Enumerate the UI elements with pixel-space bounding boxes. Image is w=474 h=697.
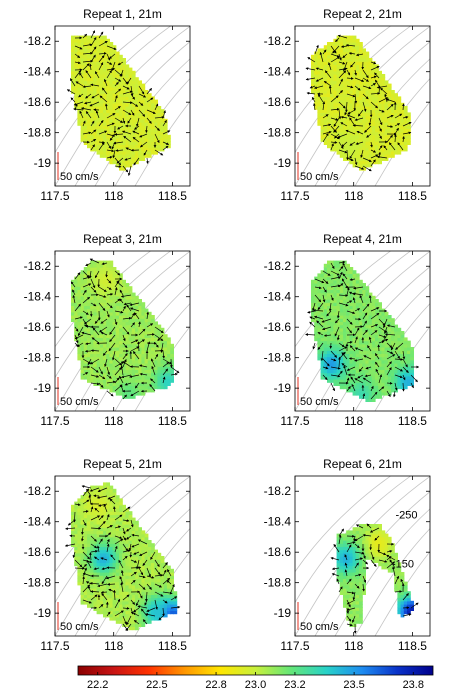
velocity-arrow <box>306 334 315 335</box>
x-tick-label: 118.5 <box>158 414 187 428</box>
temperature-cell <box>356 273 360 277</box>
temperature-cell <box>397 96 401 100</box>
y-tick-label: -18.6 <box>264 320 292 334</box>
x-tick-label: 117.5 <box>40 414 69 428</box>
x-tick-label: 118 <box>104 189 123 203</box>
temperature-cell <box>167 135 171 139</box>
temperature-cell <box>161 109 165 113</box>
y-tick-label: -19 <box>274 381 292 395</box>
panel-title: Repeat 3, 21m <box>83 232 162 246</box>
y-tick-label: -18.8 <box>264 351 292 365</box>
panel-title: Repeat 4, 21m <box>323 232 402 246</box>
temperature-cell <box>378 302 382 306</box>
x-tick-label: 118 <box>104 414 123 428</box>
temperature-cell <box>365 286 369 290</box>
y-tick-label: -18.6 <box>24 320 52 334</box>
panel-title: Repeat 2, 21m <box>323 7 402 21</box>
temperature-cell <box>113 489 117 493</box>
y-tick-label: -18.6 <box>24 95 52 109</box>
temperature-cell <box>154 100 158 104</box>
x-tick-label: 117.5 <box>280 414 309 428</box>
panel-3: 50 cm/s Repeat 3, 21m 117.5 118 118.5 -18.2 -1… <box>15 232 285 428</box>
scale-label: 50 cm/s <box>60 396 99 408</box>
scale-label: 50 cm/s <box>300 171 339 183</box>
temperature-cell <box>129 286 133 290</box>
temperature-cell <box>167 337 171 341</box>
temperature-cell <box>170 344 174 348</box>
temperature-cell <box>132 71 136 75</box>
y-tick-label: -18.8 <box>24 351 52 365</box>
temperature-cell <box>407 112 411 116</box>
scale-label: 50 cm/s <box>60 171 99 183</box>
panel-2: 50 cm/s Repeat 2, 21m 117.5 118 118.5 -18.2 -1… <box>255 7 474 203</box>
y-tick-label: -18.4 <box>264 65 292 79</box>
velocity-arrow <box>171 359 172 367</box>
y-tick-label: -18.4 <box>264 290 292 304</box>
x-tick-label: 118 <box>344 414 363 428</box>
y-tick-label: -19 <box>34 156 52 170</box>
y-tick-label: -18.2 <box>24 259 52 273</box>
temperature-cell <box>141 84 145 88</box>
temperature-cell <box>391 318 395 322</box>
y-tick-label: -18.2 <box>24 34 52 48</box>
y-tick-label: -18.4 <box>24 290 52 304</box>
temperature-cell <box>109 261 113 265</box>
velocity-arrow <box>379 345 380 351</box>
temperature-cell <box>365 52 369 56</box>
temperature-cell <box>151 315 155 319</box>
temperature-cell <box>122 58 126 62</box>
y-tick-label: -18.6 <box>264 95 292 109</box>
y-tick-label: -18.2 <box>264 34 292 48</box>
x-tick-label: 118.5 <box>158 189 187 203</box>
temperature-cell <box>119 273 123 277</box>
velocity-arrow <box>147 158 148 163</box>
temperature-cell <box>404 106 408 110</box>
scale-label: 50 cm/s <box>300 396 339 408</box>
y-tick-label: -18.8 <box>264 126 292 140</box>
x-tick-label: 118.5 <box>398 414 427 428</box>
temperature-cell <box>388 84 392 88</box>
x-tick-label: 117.5 <box>280 189 309 203</box>
panel-title: Repeat 1, 21m <box>83 7 162 21</box>
panel-1: 50 cm/s Repeat 1, 21m 117.5 118 118.5 -18.2 -1… <box>15 7 285 203</box>
temperature-cell <box>381 74 385 78</box>
x-tick-label: 118.5 <box>398 189 427 203</box>
y-tick-label: -19 <box>274 156 292 170</box>
temperature-cell <box>410 347 414 351</box>
temperature-cell <box>359 42 363 46</box>
y-tick-label: -19 <box>34 381 52 395</box>
x-tick-label: 117.5 <box>40 189 69 203</box>
velocity-arrow <box>355 327 363 328</box>
panel-4: 50 cm/s Repeat 4, 21m 117.5 118 118.5 -18.2 -1… <box>255 232 474 428</box>
temperature-cell <box>401 331 405 335</box>
y-tick-label: -18.8 <box>24 126 52 140</box>
y-tick-label: -18.2 <box>264 259 292 273</box>
x-tick-label: 118 <box>344 189 363 203</box>
temperature-cell <box>407 341 411 345</box>
temperature-cell <box>141 302 145 306</box>
velocity-arrow <box>129 166 131 176</box>
velocity-arrow <box>387 383 392 384</box>
y-tick-label: -18.4 <box>24 65 52 79</box>
